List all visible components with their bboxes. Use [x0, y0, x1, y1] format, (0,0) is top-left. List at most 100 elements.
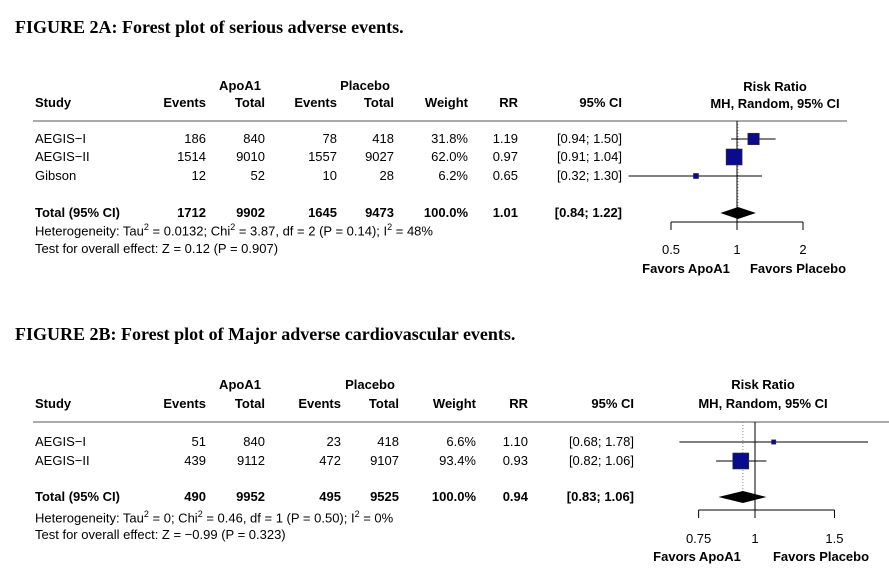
plot-header: MH, Random, 95% CI — [698, 396, 828, 411]
study-cell: 51 — [191, 434, 206, 449]
group-header-treatment: ApoA1 — [219, 377, 261, 392]
study-cell: Gibson — [35, 168, 77, 183]
study-cell: 52 — [250, 168, 265, 183]
column-header: Weight — [424, 95, 468, 110]
total-cell: Total (95% CI) — [35, 205, 120, 220]
study-cell: 31.8% — [431, 131, 468, 146]
column-header: Total — [368, 396, 399, 411]
study-cell: 6.2% — [438, 168, 468, 183]
column-header: 95% CI — [591, 396, 634, 411]
column-header: Study — [35, 396, 72, 411]
study-cell: 418 — [377, 434, 399, 449]
study-cell: 78 — [322, 131, 337, 146]
total-cell: 1645 — [308, 205, 337, 220]
column-header: Weight — [432, 396, 476, 411]
total-cell: 490 — [184, 489, 206, 504]
column-header: Events — [294, 95, 337, 110]
study-cell: 6.6% — [446, 434, 476, 449]
total-cell: 9473 — [365, 205, 394, 220]
x-tick-label: 2 — [799, 242, 807, 257]
group-header-control: Placebo — [340, 78, 390, 93]
heterogeneity-text: Heterogeneity: Tau2 = 0.0132; Chi2 = 3.8… — [35, 222, 433, 239]
favors-left-label: Favors ApoA1 — [642, 261, 730, 276]
column-header: Events — [163, 95, 206, 110]
study-cell: 1557 — [308, 149, 337, 164]
study-square — [771, 439, 777, 445]
study-cell: 439 — [184, 453, 206, 468]
column-header: Events — [163, 396, 206, 411]
figure-title: FIGURE 2B: Forest plot of Major adverse … — [15, 324, 516, 344]
study-cell: 62.0% — [431, 149, 468, 164]
favors-right-label: Favors Placebo — [772, 549, 870, 564]
study-cell: AEGIS−II — [35, 149, 90, 164]
total-cell: Total (95% CI) — [35, 489, 120, 504]
column-header: Events — [298, 396, 341, 411]
x-tick-label: 0.75 — [685, 531, 712, 546]
study-square — [732, 452, 750, 470]
group-header-treatment: ApoA1 — [219, 78, 261, 93]
study-cell: 472 — [319, 453, 341, 468]
x-tick-label: 1 — [751, 531, 759, 546]
column-header: Total — [234, 95, 265, 110]
study-cell: 12 — [191, 168, 206, 183]
total-cell: 0.94 — [502, 489, 528, 504]
study-square — [725, 148, 743, 166]
study-cell: AEGIS−I — [35, 434, 86, 449]
study-square — [693, 173, 699, 179]
study-cell: 0.65 — [492, 168, 518, 183]
total-cell: [0.83; 1.06] — [566, 489, 634, 504]
study-cell: 0.97 — [492, 149, 518, 164]
total-cell: 9525 — [370, 489, 399, 504]
study-cell: 23 — [326, 434, 341, 449]
heterogeneity-text: Heterogeneity: Tau2 = 0; Chi2 = 0.46, df… — [35, 509, 394, 526]
total-cell: 9952 — [236, 489, 265, 504]
study-cell: [0.82; 1.06] — [568, 453, 634, 468]
pooled-diamond — [718, 491, 767, 503]
figure-title: FIGURE 2A: Forest plot of serious advers… — [15, 17, 404, 37]
x-tick-label: 1.5 — [825, 531, 844, 546]
x-tick-label: 1 — [733, 242, 741, 257]
study-cell: [0.91; 1.04] — [556, 149, 622, 164]
study-cell: 1.19 — [492, 131, 518, 146]
study-cell: 9107 — [370, 453, 399, 468]
study-cell: [0.94; 1.50] — [556, 131, 622, 146]
study-cell: [0.68; 1.78] — [568, 434, 634, 449]
study-cell: 418 — [372, 131, 394, 146]
study-cell: 9112 — [237, 453, 265, 468]
favors-left-label: Favors ApoA1 — [653, 549, 741, 564]
plot-header: Risk Ratio — [743, 79, 807, 94]
study-cell: 840 — [243, 131, 265, 146]
column-header: RR — [499, 95, 518, 110]
column-header: Total — [363, 95, 394, 110]
favors-right-label: Favors Placebo — [749, 261, 847, 276]
study-cell: 1.10 — [502, 434, 528, 449]
overall-effect-text: Test for overall effect: Z = −0.99 (P = … — [35, 527, 286, 542]
overall-effect-text: Test for overall effect: Z = 0.12 (P = 0… — [35, 241, 279, 256]
study-cell: 0.93 — [502, 453, 528, 468]
column-header: 95% CI — [579, 95, 622, 110]
study-cell: 9027 — [365, 149, 394, 164]
study-cell: 28 — [379, 168, 394, 183]
total-cell: 100.0% — [431, 489, 476, 504]
plot-header: Risk Ratio — [731, 377, 795, 392]
total-cell: 100.0% — [423, 205, 468, 220]
study-cell: 9010 — [236, 149, 265, 164]
study-cell: 1514 — [177, 149, 206, 164]
study-cell: 10 — [322, 168, 337, 183]
total-cell: 9902 — [236, 205, 265, 220]
column-header: Study — [35, 95, 72, 110]
total-cell: 1.01 — [492, 205, 518, 220]
pooled-diamond — [720, 207, 756, 219]
study-cell: [0.32; 1.30] — [556, 168, 622, 183]
study-cell: 93.4% — [439, 453, 476, 468]
column-header: Total — [234, 396, 265, 411]
plot-header: MH, Random, 95% CI — [710, 96, 840, 111]
study-square — [747, 132, 760, 146]
study-cell: 840 — [243, 434, 265, 449]
study-cell: 186 — [184, 131, 206, 146]
total-cell: [0.84; 1.22] — [554, 205, 622, 220]
total-cell: 495 — [319, 489, 341, 504]
group-header-control: Placebo — [345, 377, 395, 392]
study-cell: AEGIS−I — [35, 131, 86, 146]
